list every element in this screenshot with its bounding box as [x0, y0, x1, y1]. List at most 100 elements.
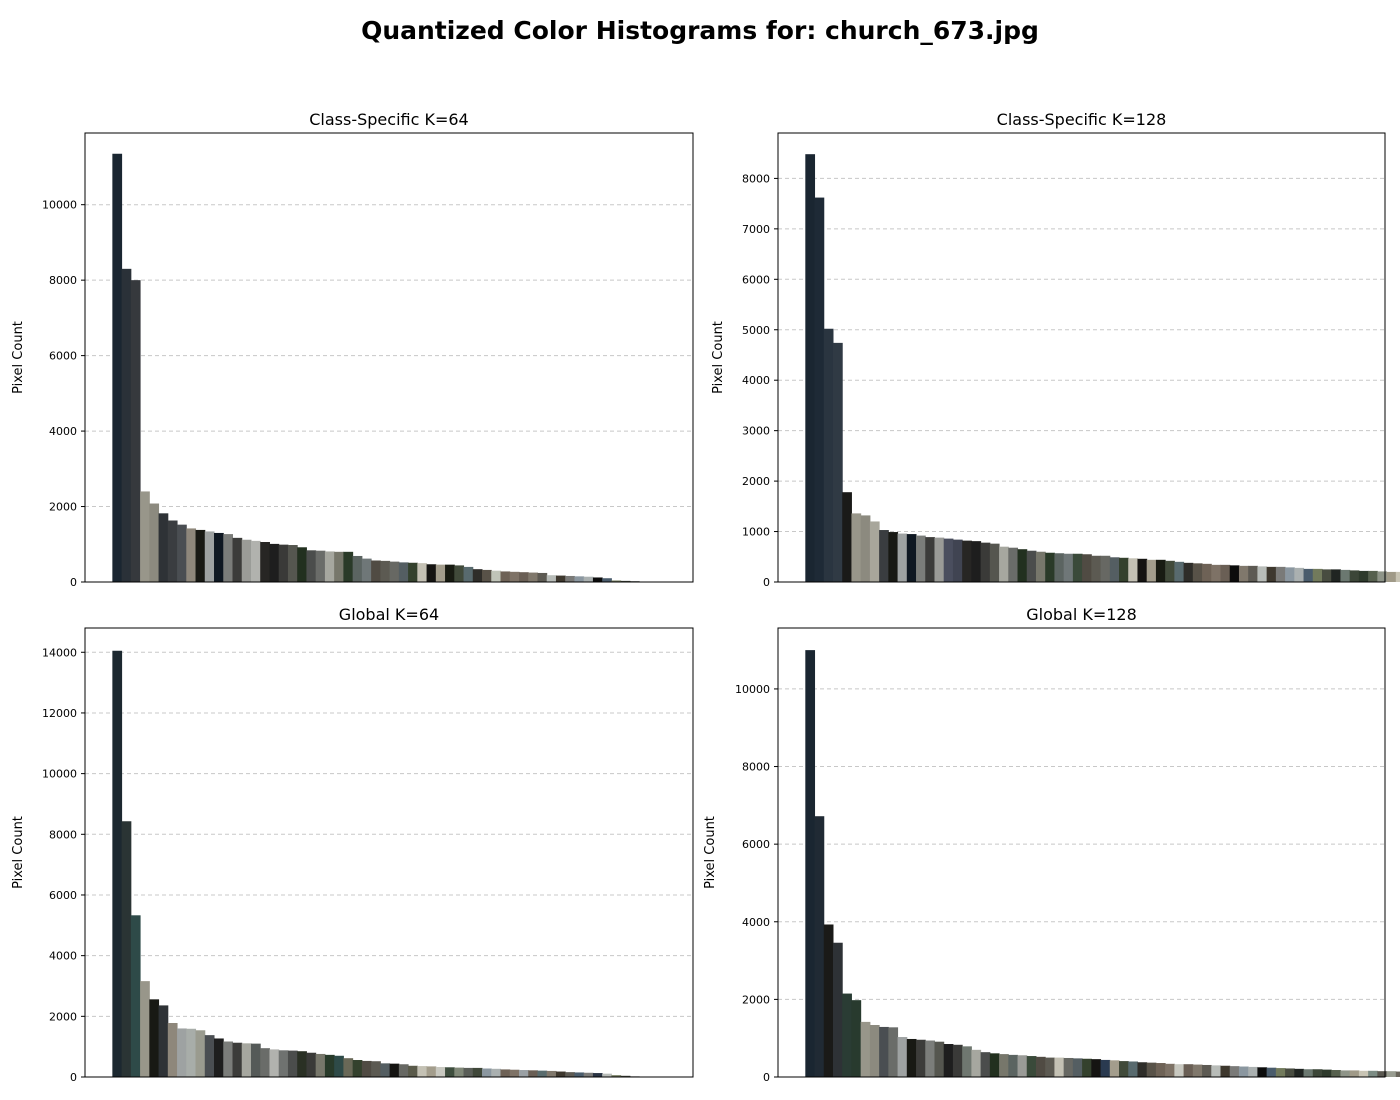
y-tick-label: 0: [70, 576, 77, 589]
histogram-bar: [805, 154, 816, 582]
histogram-bar: [158, 513, 169, 582]
y-tick-label: 6000: [49, 350, 77, 363]
histogram-bar: [1183, 562, 1194, 582]
histogram-bar: [897, 1037, 908, 1077]
y-tick-label: 2000: [742, 993, 770, 1006]
histogram-bar: [1054, 1057, 1065, 1077]
histogram-bar: [315, 1053, 326, 1077]
histogram-bar: [1294, 567, 1305, 582]
histogram-bar: [1128, 1061, 1138, 1077]
histogram-bar: [343, 551, 354, 582]
histogram-bar: [269, 1049, 280, 1077]
chart-title: Class-Specific K=64: [309, 110, 468, 129]
histogram-bar: [962, 1046, 972, 1077]
histogram-bar: [398, 1064, 409, 1077]
histogram-bar: [528, 572, 538, 582]
histogram-bar: [250, 540, 261, 582]
histogram-bar: [1100, 1059, 1111, 1077]
histogram-bar: [177, 1028, 187, 1077]
y-tick-label: 2000: [49, 501, 77, 514]
y-tick-label: 8000: [49, 274, 77, 287]
histogram-bar: [1303, 568, 1314, 582]
histogram-bar: [500, 571, 511, 582]
y-tick-label: 4000: [49, 425, 77, 438]
histogram-class-specific-k128: Class-Specific K=128 0 1000 2000 3000 4000 500…: [711, 110, 1400, 589]
histogram-bar: [1045, 1057, 1055, 1077]
histogram-bar: [1303, 1069, 1314, 1077]
histogram-bar: [832, 942, 843, 1077]
histogram-bar: [925, 537, 935, 582]
histogram-bar: [214, 1038, 224, 1077]
histogram-bar: [250, 1043, 261, 1077]
y-tick-label: 8000: [742, 761, 770, 774]
histogram-bar: [1312, 568, 1323, 582]
histogram-bar: [879, 1026, 889, 1077]
histogram-bar: [1008, 547, 1019, 582]
histogram-bar: [842, 492, 852, 582]
histogram-bar: [602, 578, 612, 582]
y-axis-label: Pixel Count: [11, 321, 26, 394]
histogram-bar: [1202, 1064, 1212, 1077]
histogram-bar: [1285, 567, 1295, 582]
histogram-bar: [1109, 1060, 1120, 1077]
histogram-bar: [167, 1022, 178, 1077]
histogram-bar: [888, 532, 899, 582]
histogram-bar: [1211, 564, 1222, 582]
histogram-bar: [1349, 1070, 1360, 1077]
histogram-bar: [435, 564, 446, 582]
histogram-bar: [888, 1027, 899, 1077]
histogram-bar: [500, 1069, 511, 1077]
histogram-bar: [1082, 554, 1092, 582]
histogram-bar: [472, 569, 483, 582]
histogram-bar: [592, 577, 603, 582]
histogram-bar: [971, 541, 982, 582]
histogram-bar: [315, 550, 326, 582]
histogram-bar: [278, 544, 289, 582]
histogram-bar: [445, 564, 455, 582]
histogram-bar: [186, 528, 197, 582]
histogram-bar: [204, 1035, 215, 1077]
histogram-bar: [380, 1063, 391, 1077]
histogram-bar: [204, 531, 215, 582]
histogram-bar: [241, 539, 252, 582]
histogram-bar: [371, 560, 381, 582]
y-tick-label: 10000: [42, 199, 77, 212]
histogram-bar: [149, 999, 160, 1077]
histogram-bar: [334, 551, 344, 582]
figure-title: Quantized Color Histograms for: church_6…: [361, 16, 1039, 45]
histogram-bar: [1035, 1056, 1046, 1077]
histogram-bar: [962, 540, 972, 582]
histogram-bar: [269, 543, 280, 582]
histogram-bar: [380, 560, 391, 582]
histogram-bar: [112, 153, 123, 582]
y-tick-label: 5000: [742, 324, 770, 337]
histogram-bar: [1063, 553, 1074, 582]
histogram-bar: [426, 564, 437, 582]
histogram-bar: [1045, 552, 1055, 582]
histogram-bar: [1183, 1064, 1194, 1077]
histogram-bar: [980, 1052, 991, 1077]
y-tick-label: 0: [763, 1071, 770, 1084]
y-tick-label: 2000: [742, 475, 770, 488]
axes-frame: [777, 132, 1386, 583]
histogram-bar: [260, 542, 270, 582]
chart-title: Class-Specific K=128: [997, 110, 1167, 129]
histogram-bar: [389, 561, 400, 582]
y-tick-label: 8000: [742, 172, 770, 185]
histogram-bar: [435, 1066, 446, 1077]
histogram-bar: [1275, 566, 1286, 582]
histogram-bar: [1377, 1071, 1388, 1077]
histogram-bar: [361, 558, 372, 582]
histogram-bar: [1119, 557, 1129, 582]
histogram-bar: [361, 1060, 372, 1077]
histogram-bar: [518, 1070, 529, 1077]
histogram-bar: [509, 1069, 520, 1077]
histogram-bar: [1119, 1061, 1129, 1077]
y-tick-label: 10000: [42, 768, 77, 781]
histogram-bar: [1294, 1068, 1305, 1077]
histogram-class-specific-k64: Class-Specific K=64 0 2000 4000 6000 8000 1000…: [11, 110, 694, 589]
y-tick-label: 3000: [742, 425, 770, 438]
histogram-bar: [1035, 551, 1046, 582]
histogram-bar: [1008, 1054, 1019, 1077]
